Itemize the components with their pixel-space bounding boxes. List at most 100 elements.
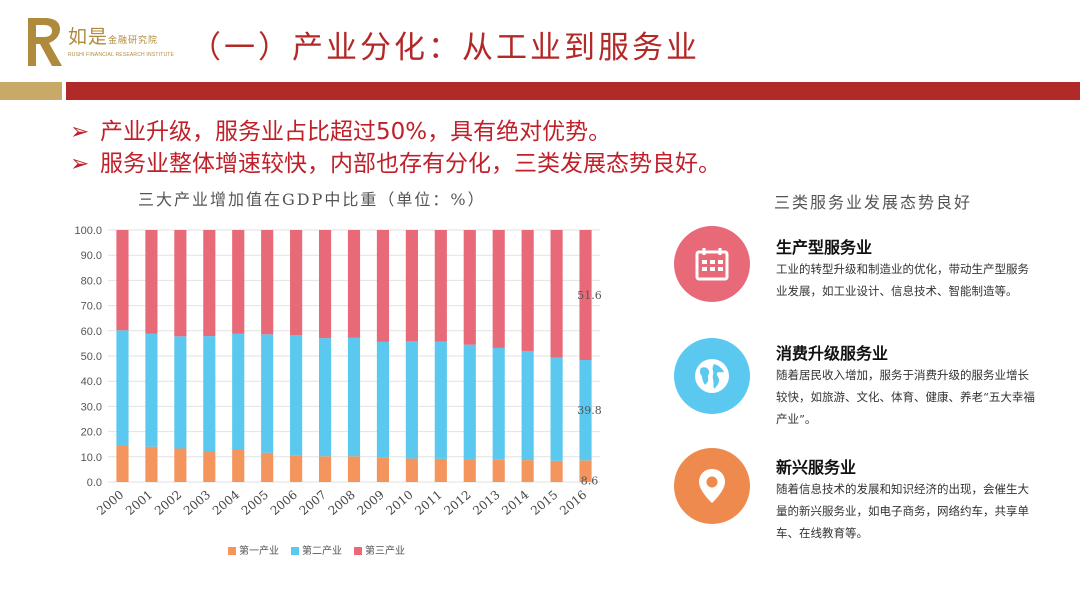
bar-segment <box>579 230 592 361</box>
arrow-bullet-icon: ➢ <box>70 151 90 177</box>
y-tick-label: 40.0 <box>81 376 102 388</box>
service-desc-emerging: 随着信息技术的发展和知识经济的出现，会催生大量的新兴服务业，如电子商务，网络约车… <box>776 482 1029 540</box>
x-tick-label: 2003 <box>181 488 213 518</box>
header-gold-bar <box>0 82 62 100</box>
bar-segment <box>521 350 534 461</box>
bar-segment <box>232 449 245 482</box>
bullet-2: ➢ 服务业整体增速较快，内部也存有分化，三类发展态势良好。 <box>70 144 721 178</box>
bar-segment <box>318 230 332 339</box>
logo-english: RUSHI FINANCIAL RESEARCH INSTITUTE <box>68 52 175 58</box>
chart-legend: 第一产业 第二产业 第三产业 <box>228 542 417 557</box>
y-tick-label: 0.0 <box>87 477 102 489</box>
bar-segment <box>145 230 158 334</box>
legend-label: 第一产业 <box>239 546 279 557</box>
x-tick-label: 2011 <box>412 488 444 518</box>
bar-segment <box>579 360 592 461</box>
bar-segment <box>434 230 447 342</box>
bar-segment <box>261 230 274 335</box>
bullet-text: 服务业整体增速较快，内部也存有分化，三类发展态势良好。 <box>100 151 721 177</box>
x-tick-label: 2016 <box>557 488 589 518</box>
y-tick-label: 60.0 <box>81 326 102 338</box>
chart-title: 三大产业增加值在GDP中比重（单位：%） <box>138 190 486 209</box>
service-desc-consumption: 随着居民收入增加，服务于消费升级的服务业增长较快，如旅游、文化、体育、健康、养老… <box>776 368 1035 426</box>
bar-segment <box>347 337 361 457</box>
y-tick-label: 20.0 <box>81 427 102 439</box>
x-tick-label: 2014 <box>499 487 532 518</box>
bar-segment <box>203 336 216 452</box>
bar-segment <box>232 230 245 334</box>
bar-segment <box>116 330 129 445</box>
bar-segment <box>521 460 534 482</box>
x-tick-label: 2010 <box>383 488 415 518</box>
y-tick-label: 80.0 <box>81 275 102 287</box>
bar-segment <box>492 459 505 482</box>
bar-segment <box>521 230 534 351</box>
x-tick-label: 2000 <box>94 488 126 518</box>
legend-label: 第三产业 <box>365 546 405 557</box>
legend-label: 第二产业 <box>302 546 342 557</box>
service-circle-emerging <box>674 448 750 524</box>
bar-segment <box>145 333 158 447</box>
bar-segment <box>405 230 418 342</box>
service-title-production: 生产型服务业 <box>776 238 873 257</box>
logo-mark-icon <box>28 18 62 66</box>
bar-segment <box>290 455 303 482</box>
bar-segment <box>145 446 158 482</box>
service-title-emerging: 新兴服务业 <box>776 458 857 477</box>
x-tick-label: 2006 <box>268 488 300 518</box>
bar-segment <box>261 334 274 453</box>
bar-segment <box>550 230 563 358</box>
page-title: （一）产业分化：从工业到服务业 <box>190 30 700 66</box>
x-tick-label: 2004 <box>210 487 243 518</box>
service-circle-consumption <box>674 338 750 414</box>
bar-segment <box>376 341 390 458</box>
y-tick-label: 50.0 <box>81 351 102 363</box>
bar-segment <box>579 460 592 482</box>
legend-item: 第三产业 <box>354 546 405 557</box>
bullet-text: 产业升级，服务业占比超过50%，具有绝对优势。 <box>100 119 612 145</box>
x-tick-label: 2007 <box>297 488 329 518</box>
bar-segment <box>376 457 390 482</box>
bar-segment <box>290 335 303 456</box>
y-tick-label: 100.0 <box>74 225 102 237</box>
y-tick-label: 70.0 <box>81 301 102 313</box>
data-label: 39.8 <box>577 404 602 417</box>
arrow-bullet-icon: ➢ <box>70 119 90 145</box>
bar-segment <box>318 338 332 457</box>
x-tick-label: 2001 <box>123 488 155 518</box>
bar-segment <box>174 336 187 449</box>
service-title-consumption: 消费升级服务业 <box>776 344 889 363</box>
bar-segment <box>405 458 418 482</box>
bar-segment <box>318 456 332 482</box>
x-tick-label: 2008 <box>326 488 358 518</box>
globe-icon <box>695 359 729 393</box>
logo-name: 如是金融研究院 <box>68 26 159 48</box>
bar-segment <box>463 459 476 482</box>
location-pin-icon <box>699 469 725 503</box>
x-tick-label: 2002 <box>152 488 184 518</box>
x-tick-label: 2013 <box>470 488 502 518</box>
bar-segment <box>550 357 563 461</box>
y-tick-label: 10.0 <box>81 452 102 464</box>
bar-segment <box>405 341 418 459</box>
bar-segment <box>203 451 216 482</box>
x-tick-label: 2015 <box>528 488 560 518</box>
bar-segment <box>174 448 187 482</box>
y-tick-label: 30.0 <box>81 401 102 413</box>
bar-segment <box>434 458 447 482</box>
stacked-bar-chart: 0.0 10.0 20.0 30.0 40.0 50.0 60.0 70.0 80.0 90.0 1… <box>74 225 602 518</box>
bar-segment <box>463 230 476 345</box>
service-circle-production <box>674 226 750 302</box>
x-tick-label: 2005 <box>239 488 271 518</box>
bar-segment <box>116 230 129 331</box>
bar-segment <box>434 341 447 459</box>
bar-segment <box>492 347 505 460</box>
bar-segment <box>347 230 361 338</box>
services-title: 三类服务业发展态势良好 <box>774 193 973 212</box>
bar-segment <box>290 230 303 336</box>
bar-segment <box>347 456 361 482</box>
legend-item: 第二产业 <box>291 546 342 557</box>
calendar-icon <box>695 248 729 281</box>
legend-swatch <box>228 547 236 555</box>
data-label: 8.6 <box>581 474 599 487</box>
